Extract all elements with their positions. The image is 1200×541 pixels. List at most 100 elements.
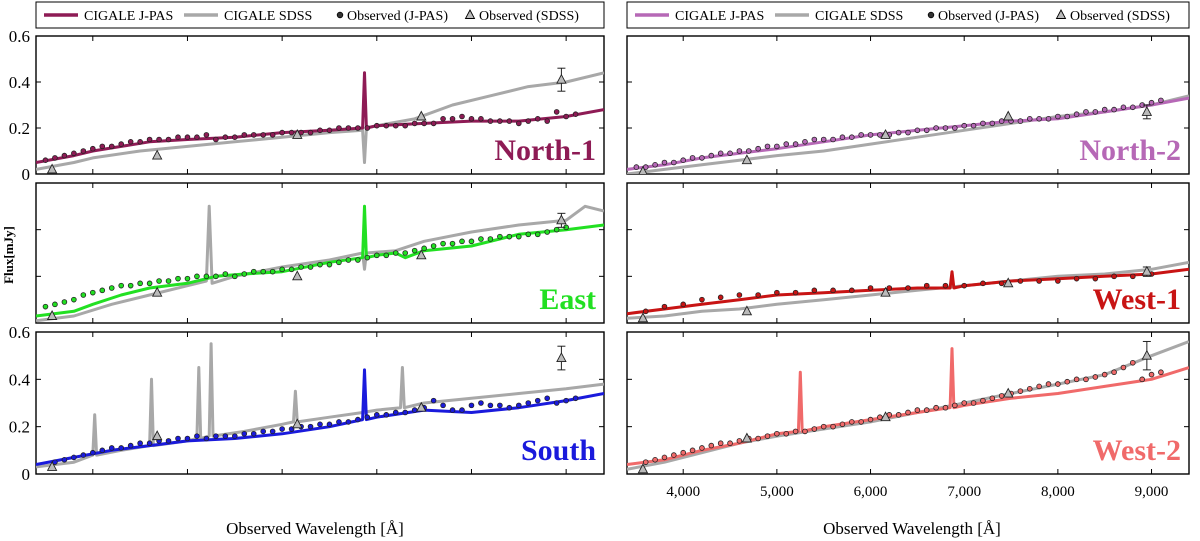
- jpas-observed-point: [203, 273, 210, 280]
- panel-west-2: 4,000 5,000 6,000 7,000 8,000 9,000 West-2: [626, 331, 1190, 500]
- jpas-observed-point: [146, 280, 153, 287]
- panels: 0 0.2 0.4 0.6 North-1 North-2 East West-1 0 0.2 0.…: [9, 27, 1190, 500]
- jpas-observed-point: [1017, 388, 1024, 394]
- jpas-observed-point: [877, 132, 883, 138]
- jpas-observed-point: [42, 157, 49, 164]
- y-tick-label: 0.6: [9, 323, 30, 342]
- jpas-observed-point: [430, 120, 437, 127]
- jpas-observed-point: [905, 409, 911, 416]
- jpas-observed-point: [326, 421, 333, 428]
- jpas-observed-point: [652, 162, 658, 168]
- jpas-observed-point: [232, 273, 238, 280]
- sdss-observed-point: [416, 110, 427, 121]
- jpas-observed-point: [942, 404, 949, 411]
- jpas-observed-point: [459, 238, 465, 245]
- jpas-observed-point: [1158, 97, 1164, 104]
- jpas-observed-point: [307, 264, 314, 270]
- sdss-observed-point: [151, 286, 163, 297]
- jpas-observed-point: [430, 243, 437, 249]
- jpas-observed-point: [933, 125, 939, 131]
- sdss-observed-point: [638, 165, 648, 174]
- jpas-observed-point: [1111, 369, 1117, 376]
- jpas-observed-point: [108, 445, 115, 451]
- jpas-observed-point: [961, 400, 967, 406]
- plot-frame: [626, 331, 1190, 475]
- jpas-observed-point: [487, 118, 494, 124]
- jpas-observed-point: [553, 226, 560, 233]
- jpas-observed-point: [572, 395, 579, 402]
- jpas-observed-point: [989, 395, 996, 402]
- region-label: West-2: [1093, 434, 1181, 467]
- jpas-observed-point: [118, 141, 124, 147]
- jpas-observed-point: [877, 414, 883, 421]
- jpas-observed-point: [383, 122, 390, 129]
- jpas-observed-point: [848, 134, 855, 141]
- jpas-observed-point: [1139, 376, 1145, 383]
- jpas-observed-point: [175, 275, 181, 282]
- legend-circle-swatch: [927, 11, 935, 19]
- plot-area: [36, 342, 604, 471]
- sdss-observed-point: [637, 463, 649, 474]
- jpas-observed-point: [326, 127, 333, 134]
- jpas-observed-point: [755, 145, 761, 152]
- legend-label: Observed (J-PAS): [347, 9, 448, 24]
- jpas-observed-point: [774, 289, 780, 296]
- jpas-observed-point: [307, 423, 314, 430]
- jpas-observed-point: [1055, 381, 1061, 387]
- region-label: East: [539, 283, 596, 316]
- legend-circle-swatch: [336, 11, 344, 19]
- legend-right: CIGALE J-PAS CIGALE SDSS Observed (J-PAS) O…: [626, 1, 1190, 29]
- jpas-observed-point: [336, 125, 342, 131]
- jpas-observed-point: [279, 426, 285, 432]
- jpas-observed-point: [661, 454, 668, 461]
- jpas-observed-point: [430, 397, 437, 404]
- jpas-observed-point: [411, 407, 418, 413]
- jpas-observed-point: [42, 303, 49, 310]
- jpas-observed-point: [515, 120, 522, 127]
- y-tick-label: 0.2: [9, 418, 30, 437]
- jpas-observed-point: [90, 289, 96, 296]
- jpas-observed-point: [774, 430, 780, 437]
- jpas-observed-point: [411, 247, 418, 254]
- jpas-observed-point: [923, 127, 930, 134]
- jpas-observed-point: [440, 240, 446, 247]
- jpas-observed-point: [137, 139, 143, 145]
- jpas-observed-point: [1036, 383, 1042, 390]
- plot-area: [36, 67, 604, 174]
- jpas-observed-point: [80, 452, 87, 458]
- jpas-observed-point: [497, 233, 503, 240]
- jpas-observed-point: [515, 402, 522, 409]
- jpas-observed-point: [449, 240, 456, 247]
- jpas-observed-point: [661, 303, 668, 310]
- jpas-observed-point: [345, 125, 352, 131]
- jpas-observed-point: [1026, 116, 1033, 122]
- jpas-observed-point: [1092, 374, 1099, 380]
- jpas-observed-point: [792, 289, 799, 296]
- sdss-observed-point: [1002, 110, 1014, 121]
- jpas-observed-point: [80, 148, 87, 154]
- jpas-observed-point: [755, 435, 761, 442]
- jpas-observed-point: [811, 287, 818, 294]
- jpas-observed-point: [146, 136, 153, 143]
- jpas-observed-point: [373, 252, 380, 259]
- jpas-observed-point: [525, 400, 532, 406]
- jpas-observed-point: [717, 150, 724, 157]
- legend-label: Observed (SDSS): [1070, 9, 1170, 24]
- sdss-observed-point: [292, 418, 303, 429]
- sdss-model-line: [627, 260, 1189, 320]
- jpas-observed-point: [553, 400, 560, 406]
- jpas-observed-point: [802, 139, 808, 145]
- jpas-observed-point: [440, 402, 446, 409]
- panel-south: 0 0.2 0.4 0.6 South: [9, 323, 605, 484]
- jpas-observed-point: [914, 407, 921, 413]
- legend-box: [35, 1, 605, 29]
- sdss-observed-point: [46, 460, 58, 471]
- jpas-observed-point: [923, 407, 930, 413]
- jpas-observed-point: [241, 132, 248, 138]
- jpas-observed-point: [279, 129, 285, 136]
- jpas-observed-point: [383, 252, 390, 259]
- y-axis-label: Flux[mJy]: [1, 226, 16, 284]
- jpas-observed-point: [942, 282, 949, 289]
- jpas-observed-point: [269, 428, 276, 435]
- legend-triangle-swatch: [1055, 9, 1067, 19]
